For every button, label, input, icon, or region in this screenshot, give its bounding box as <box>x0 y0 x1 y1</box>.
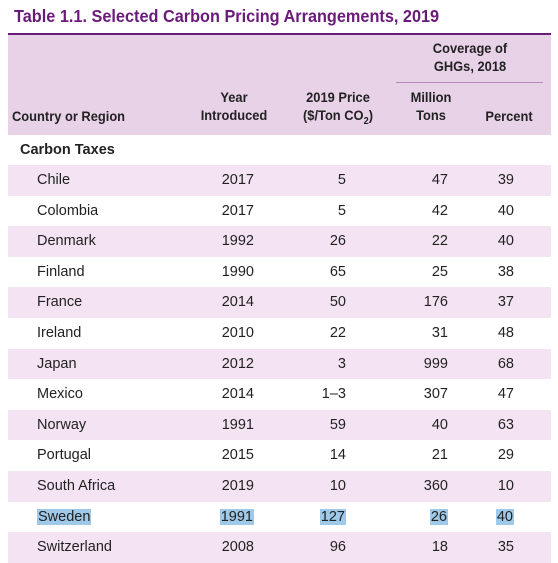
table-title: Table 1.1. Selected Carbon Pricing Arran… <box>14 6 440 26</box>
percent-cell: 47 <box>497 386 514 403</box>
percent-header: Percent <box>485 108 533 124</box>
price-cell: 96 <box>329 539 346 556</box>
country-cell: Sweden <box>37 508 92 525</box>
year-cell: 2012 <box>221 355 254 372</box>
table-row: Denmark 1992 26 22 40 <box>8 226 551 257</box>
country-cell: South Africa <box>37 477 116 494</box>
year-header: Year Introduced <box>200 89 268 123</box>
percent-cell: 40 <box>497 202 514 219</box>
million-tons-cell: 25 <box>431 263 448 280</box>
percent-cell: 68 <box>497 355 514 372</box>
price-cell: 127 <box>319 508 346 525</box>
million-tons-cell: 176 <box>423 294 448 311</box>
section-carbon-taxes: Carbon Taxes <box>20 142 115 158</box>
carbon-pricing-table: Coverage of GHGs, 2018 Country or Region… <box>8 33 551 563</box>
table-row: Sweden 1991 127 26 40 <box>8 502 551 533</box>
country-cell: Japan <box>37 355 77 372</box>
country-cell: Colombia <box>37 202 99 219</box>
price-cell: 1–3 <box>321 386 346 403</box>
million-tons-cell: 22 <box>431 233 448 250</box>
year-cell: 1991 <box>219 508 254 525</box>
price-cell: 3 <box>337 355 346 372</box>
table-row: France 2014 50 176 37 <box>8 287 551 318</box>
table-body: Chile 2017 5 47 39 Colombia 2017 5 42 40 Denmark 19… <box>8 165 551 563</box>
country-cell: Finland <box>37 263 85 280</box>
coverage-group-rule <box>396 82 543 83</box>
coverage-group-header: Coverage of GHGs, 2018 <box>432 40 508 74</box>
year-cell: 2008 <box>221 539 254 556</box>
country-header: Country or Region <box>12 108 126 124</box>
price-cell: 59 <box>329 416 346 433</box>
percent-cell: 40 <box>497 233 514 250</box>
year-cell: 2015 <box>221 447 254 464</box>
country-cell: Portugal <box>37 447 92 464</box>
million-tons-cell: 360 <box>423 477 448 494</box>
table-row: Colombia 2017 5 42 40 <box>8 196 551 227</box>
price-header: 2019 Price ($/Ton CO2) <box>302 89 373 127</box>
price-cell: 26 <box>329 233 346 250</box>
country-cell: France <box>37 294 83 311</box>
million-tons-cell: 26 <box>429 508 448 525</box>
million-tons-cell: 21 <box>431 447 448 464</box>
year-cell: 2017 <box>221 172 254 188</box>
table-header: Coverage of GHGs, 2018 Country or Region… <box>8 33 551 135</box>
million-tons-cell: 47 <box>431 172 448 188</box>
million-tons-cell: 307 <box>423 386 448 403</box>
percent-cell: 38 <box>497 263 514 280</box>
table-row: Finland 1990 65 25 38 <box>8 257 551 288</box>
table-row: Portugal 2015 14 21 29 <box>8 440 551 471</box>
table-row: Switzerland 2008 96 18 35 <box>8 532 551 563</box>
table-row: South Africa 2019 10 360 10 <box>8 470 551 502</box>
year-cell: 2017 <box>221 202 254 219</box>
country-cell: Chile <box>37 172 71 188</box>
million-tons-cell: 999 <box>423 355 448 372</box>
year-cell: 1990 <box>221 263 254 280</box>
year-cell: 1991 <box>221 416 254 433</box>
country-cell: Ireland <box>37 324 82 341</box>
percent-cell: 10 <box>497 477 514 494</box>
million-tons-cell: 31 <box>431 324 448 341</box>
year-cell: 2019 <box>221 477 254 494</box>
year-cell: 2014 <box>221 294 254 311</box>
million-tons-cell: 40 <box>431 416 448 433</box>
year-cell: 1992 <box>221 233 254 250</box>
price-cell: 65 <box>329 263 346 280</box>
percent-cell: 39 <box>497 172 514 188</box>
price-cell: 22 <box>329 324 346 341</box>
percent-cell: 40 <box>495 508 514 525</box>
million-tons-cell: 42 <box>431 202 448 219</box>
million-tons-header: Million Tons <box>410 89 452 123</box>
table-row: Chile 2017 5 47 39 <box>8 165 551 196</box>
country-cell: Switzerland <box>37 539 112 556</box>
percent-cell: 29 <box>497 447 514 464</box>
price-cell: 5 <box>337 202 346 219</box>
country-cell: Mexico <box>37 386 83 403</box>
table-row: Ireland 2010 22 31 48 <box>8 318 551 349</box>
percent-cell: 48 <box>497 324 514 341</box>
million-tons-cell: 18 <box>431 539 448 556</box>
price-cell: 14 <box>329 447 346 464</box>
country-cell: Norway <box>37 416 87 433</box>
country-cell: Denmark <box>37 233 96 250</box>
percent-cell: 35 <box>497 539 514 556</box>
percent-cell: 63 <box>497 416 514 433</box>
year-cell: 2010 <box>221 324 254 341</box>
price-cell: 50 <box>329 294 346 311</box>
table-row: Norway 1991 59 40 63 <box>8 409 551 441</box>
price-cell: 5 <box>337 172 346 188</box>
table-row: Mexico 2014 1–3 307 47 <box>8 379 551 410</box>
table-row: Japan 2012 3 999 68 <box>8 348 551 380</box>
price-cell: 10 <box>329 477 346 494</box>
percent-cell: 37 <box>497 294 514 311</box>
year-cell: 2014 <box>221 386 254 403</box>
